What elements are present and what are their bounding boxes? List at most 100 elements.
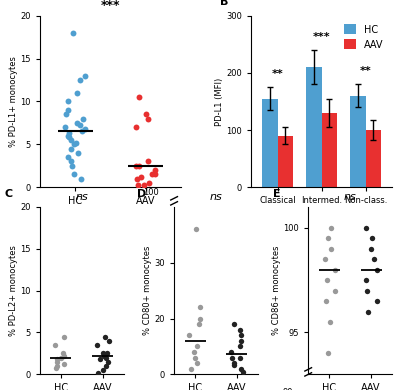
Point [145, 158, 151, 165]
Point [197, 304, 203, 310]
Point [323, 298, 329, 304]
Point [237, 332, 244, 339]
Point [364, 287, 370, 294]
Text: ***: *** [101, 0, 120, 12]
Point [133, 124, 139, 130]
Point [332, 266, 338, 273]
Point [373, 266, 380, 273]
Text: 90: 90 [283, 388, 293, 390]
Point [197, 316, 203, 322]
Point [74, 90, 80, 96]
Point [374, 298, 380, 304]
Point [328, 246, 334, 252]
Bar [306, 67, 322, 187]
Point [72, 140, 79, 146]
Point [196, 321, 202, 327]
Point [237, 343, 244, 349]
Point [79, 128, 86, 135]
Point [363, 225, 370, 231]
Y-axis label: % PD-L1+ monocytes: % PD-L1+ monocytes [9, 56, 18, 147]
Point [64, 154, 71, 160]
Text: 100: 100 [143, 188, 159, 197]
Point [69, 163, 76, 169]
Point [327, 319, 334, 325]
Point [363, 277, 369, 283]
Point [138, 174, 145, 180]
Point [65, 98, 71, 105]
Point [194, 343, 201, 349]
Point [54, 363, 60, 369]
Point [58, 355, 64, 361]
Bar [366, 130, 381, 187]
Point [78, 176, 84, 182]
Point [82, 73, 88, 79]
Point [61, 353, 67, 359]
Point [136, 163, 142, 169]
Y-axis label: % CD86+ monocytes: % CD86+ monocytes [272, 246, 281, 335]
Point [141, 181, 148, 188]
Point [97, 356, 104, 362]
Point [332, 287, 338, 294]
Point [328, 225, 334, 231]
Point [188, 366, 194, 372]
Point [193, 226, 199, 232]
Y-axis label: % CD80+ monocytes: % CD80+ monocytes [143, 246, 152, 335]
Point [74, 150, 81, 156]
Point [133, 163, 140, 169]
Point [228, 349, 234, 355]
Point [364, 308, 371, 315]
Point [143, 111, 149, 117]
Point [190, 349, 197, 355]
Point [95, 370, 102, 376]
Point [368, 246, 374, 252]
Point [80, 115, 86, 122]
Point [322, 256, 328, 262]
Point [52, 365, 59, 371]
Text: C: C [5, 189, 13, 199]
Text: ns: ns [344, 192, 356, 202]
Point [70, 141, 77, 147]
Y-axis label: PD-L1 (MFI): PD-L1 (MFI) [214, 77, 224, 126]
Point [231, 321, 237, 327]
Text: ***: *** [313, 32, 330, 42]
Bar [278, 136, 293, 187]
Text: B: B [220, 0, 228, 7]
Text: **: ** [360, 66, 372, 76]
Bar [262, 99, 278, 187]
Point [74, 120, 80, 126]
Bar [350, 96, 366, 187]
Point [82, 126, 88, 132]
Point [62, 124, 68, 130]
Point [54, 356, 61, 362]
Point [77, 77, 83, 83]
Point [149, 171, 155, 177]
Point [66, 130, 72, 136]
Point [144, 115, 151, 122]
Text: **: ** [272, 69, 284, 79]
Point [100, 367, 106, 373]
Point [240, 369, 246, 375]
Point [52, 342, 58, 348]
Point [102, 355, 109, 361]
Point [231, 362, 237, 369]
Point [238, 366, 245, 372]
Text: E: E [273, 189, 281, 199]
Point [60, 350, 66, 356]
Point [324, 277, 330, 283]
Point [102, 363, 109, 369]
Point [134, 183, 141, 189]
Point [69, 30, 76, 36]
Point [68, 145, 74, 152]
Point [325, 350, 331, 356]
Point [61, 361, 68, 367]
Point [152, 167, 158, 173]
Point [105, 338, 112, 344]
Point [94, 342, 100, 348]
Point [65, 134, 72, 140]
Point [146, 180, 153, 186]
Point [192, 355, 198, 361]
Point [76, 121, 83, 128]
Text: ns: ns [76, 192, 88, 202]
Point [65, 107, 71, 113]
Point [186, 332, 192, 339]
